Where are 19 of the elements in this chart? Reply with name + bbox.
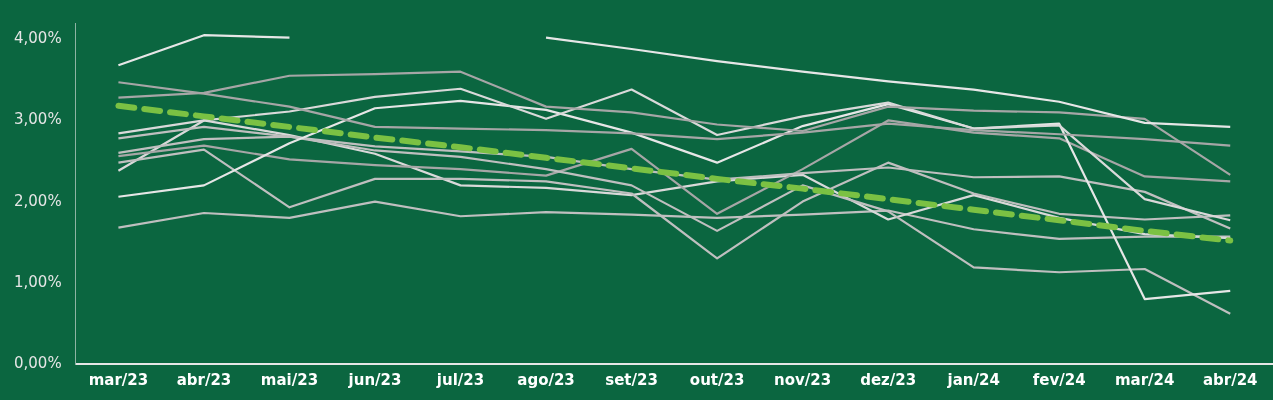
x-tick-label: jan/24 <box>946 370 1000 389</box>
x-tick-label: jul/23 <box>435 370 485 389</box>
x-tick-label: out/23 <box>689 370 745 389</box>
x-tick-label: ago/23 <box>517 370 575 389</box>
x-tick-label: dez/23 <box>860 370 917 389</box>
x-tick-label: mar/24 <box>1114 370 1175 389</box>
y-tick-label: 4,00% <box>14 29 62 48</box>
x-tick-label: mai/23 <box>260 370 319 389</box>
x-tick-label: fev/24 <box>1032 370 1086 389</box>
x-tick-label: abr/23 <box>176 370 232 389</box>
y-tick-label: 3,00% <box>14 110 62 129</box>
x-tick-label: nov/23 <box>774 370 832 389</box>
x-tick-label: jun/23 <box>347 370 402 389</box>
y-tick-label: 1,00% <box>14 272 62 291</box>
x-tick-label: abr/24 <box>1202 370 1258 389</box>
y-tick-label: 0,00% <box>14 353 62 372</box>
y-tick-label: 2,00% <box>14 191 62 210</box>
x-tick-label: mar/23 <box>88 370 149 389</box>
x-tick-label: set/23 <box>605 370 658 389</box>
